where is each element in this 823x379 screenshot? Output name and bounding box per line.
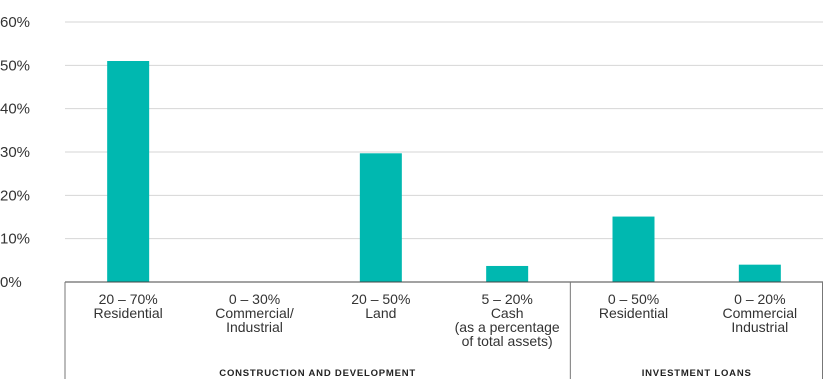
bar bbox=[612, 216, 655, 282]
y-tick-label: 40% bbox=[0, 101, 30, 118]
gridlines bbox=[65, 21, 823, 240]
y-tick-label: 0% bbox=[0, 274, 22, 291]
bar bbox=[359, 153, 402, 282]
y-tick-label: 10% bbox=[0, 231, 30, 248]
x-axis bbox=[64, 281, 823, 379]
category-label: 20 – 50% Land bbox=[351, 291, 410, 321]
category-labels: 20 – 70% Residential 0 – 30% Commercial/Ind… bbox=[94, 291, 798, 349]
y-tick-label: 20% bbox=[0, 187, 30, 204]
group-label: INVESTMENT LOANS bbox=[642, 368, 752, 379]
category-label: 0 – 20% Commercial Industrial bbox=[722, 291, 797, 335]
bar bbox=[738, 264, 781, 282]
group-labels: CONSTRUCTION AND DEVELOPMENT INVESTMENT L… bbox=[219, 368, 751, 379]
bars bbox=[107, 61, 781, 282]
category-label: 20 – 70% Residential bbox=[94, 291, 163, 321]
bar bbox=[486, 265, 529, 282]
category-label: 5 – 20% Cash (as a percentage of total asse… bbox=[455, 291, 560, 349]
category-label: 0 – 30% Commercial/Industrial bbox=[215, 291, 294, 335]
y-axis-tick-labels: 0% 10% 20% 30% 40% 50% 60% bbox=[0, 14, 30, 291]
category-label: 0 – 50% Residential bbox=[599, 291, 668, 321]
bar bbox=[107, 61, 150, 282]
y-tick-label: 30% bbox=[0, 144, 30, 161]
y-tick-label: 50% bbox=[0, 57, 30, 74]
y-tick-label: 60% bbox=[0, 14, 30, 31]
group-label: CONSTRUCTION AND DEVELOPMENT bbox=[219, 368, 416, 379]
